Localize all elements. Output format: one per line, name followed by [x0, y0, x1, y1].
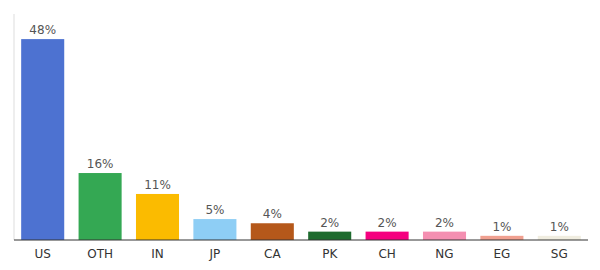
x-tick-label: CA	[264, 247, 281, 261]
data-label: 11%	[144, 178, 171, 192]
bar	[79, 173, 122, 240]
data-label: 5%	[205, 203, 224, 217]
bar	[366, 232, 409, 240]
chart-container: US OTH IN JP CA PK CH NG EG SG 48% 16% 11% 5% 4% 2% 2% 2%…	[0, 0, 600, 270]
x-tick-label: EG	[493, 247, 510, 261]
bar	[136, 194, 179, 240]
x-tick-label: OTH	[87, 247, 113, 261]
data-label: 1%	[492, 220, 511, 234]
bar	[480, 236, 523, 240]
y-axis-line	[14, 14, 15, 240]
data-label: 2%	[320, 216, 339, 230]
chart: US OTH IN JP CA PK CH NG EG SG 48% 16% 11% 5% 4% 2% 2% 2%…	[0, 0, 600, 270]
data-label: 2%	[378, 216, 397, 230]
x-tick-label: SG	[551, 247, 568, 261]
x-tick-label: PK	[322, 247, 338, 261]
x-tick-label: IN	[151, 247, 164, 261]
data-label: 1%	[550, 220, 569, 234]
data-label: 48%	[29, 23, 56, 37]
bar	[251, 223, 294, 240]
x-tick-label: NG	[435, 247, 453, 261]
bar	[21, 39, 64, 240]
data-label: 2%	[435, 216, 454, 230]
x-tick-label: CH	[378, 247, 395, 261]
bars	[21, 39, 581, 240]
bar	[193, 219, 236, 240]
bar	[423, 232, 466, 240]
data-label: 4%	[263, 207, 282, 221]
x-tick-label: JP	[209, 247, 221, 261]
x-axis-line	[14, 240, 588, 241]
bar	[538, 236, 581, 240]
data-label: 16%	[87, 157, 114, 171]
bar	[308, 232, 351, 240]
x-tick-label: US	[34, 247, 50, 261]
